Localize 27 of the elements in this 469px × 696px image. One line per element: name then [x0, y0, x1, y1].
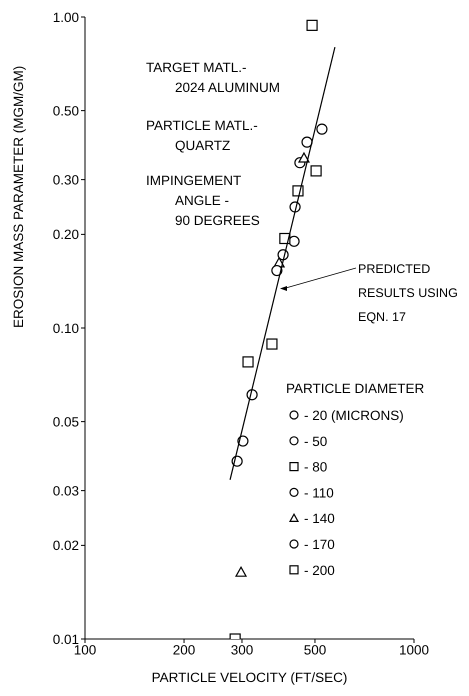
x-tick-label: 1000 — [398, 642, 430, 658]
legend-label: - 50 — [304, 434, 328, 449]
legend-label: - 80 — [304, 460, 328, 475]
annotation: PARTICLE MATL.- QUARTZ — [146, 118, 258, 153]
y-tick-label: 0.50 — [52, 103, 79, 118]
legend-label: - 20 (MICRONS) — [304, 408, 404, 423]
y-tick-label: 0.02 — [52, 538, 79, 554]
legend-label: - 200 — [304, 562, 335, 578]
legend-label: - 140 — [304, 511, 335, 526]
y-tick-label: 0.03 — [52, 483, 79, 498]
y-tick-label: 0.20 — [52, 227, 79, 242]
annotation: TARGET MATL.- 2024 ALUMINUM — [146, 60, 280, 95]
y-tick-label: 0.10 — [52, 320, 79, 336]
y-tick-label: 0.05 — [52, 414, 79, 430]
x-axis-title: PARTICLE VELOCITY (FT/SEC) — [152, 670, 348, 685]
annotation: PREDICTED RESULTS USING EQN. 17 — [358, 262, 458, 324]
x-tick-label: 100 — [74, 642, 96, 658]
x-tick-label: 500 — [304, 642, 326, 658]
legend-label: - 170 — [304, 537, 335, 552]
legend-title: PARTICLE DIAMETER — [286, 381, 425, 396]
legend-label: - 110 — [304, 485, 334, 500]
y-axis-title: EROSION MASS PARAMETER (MGM/GM) — [10, 66, 26, 328]
y-tick-label: 1.00 — [52, 10, 79, 25]
x-tick-label: 200 — [172, 642, 196, 658]
y-tick-label: 0.30 — [52, 172, 79, 188]
annotation: IMPINGEMENT ANGLE - 90 DEGREES — [146, 173, 260, 228]
x-tick-label: 300 — [230, 642, 254, 658]
